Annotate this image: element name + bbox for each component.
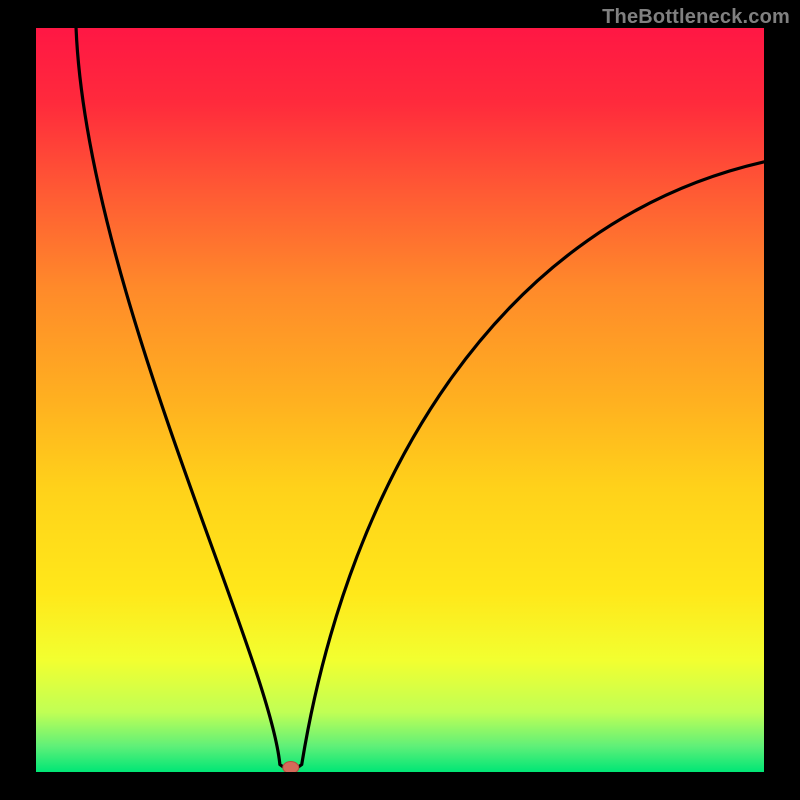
chart-plot-area xyxy=(36,28,764,772)
watermark-text: TheBottleneck.com xyxy=(602,6,790,29)
chart-svg xyxy=(36,28,764,772)
minimum-marker xyxy=(283,762,299,772)
chart-background-gradient xyxy=(36,28,764,772)
